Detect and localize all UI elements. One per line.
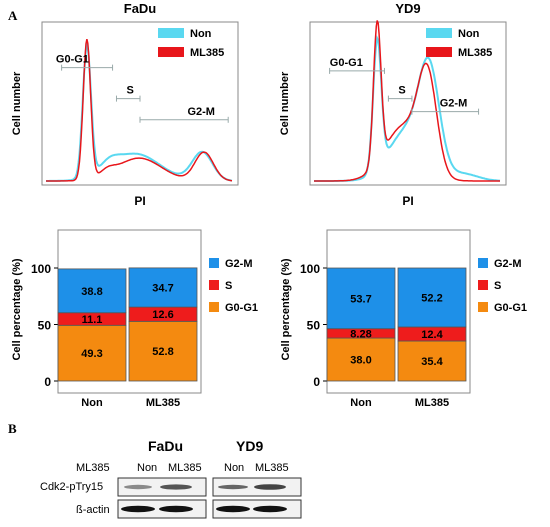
blot-lane-label: ML385 — [168, 462, 202, 474]
legend-swatch-ml385 — [158, 47, 184, 57]
gate-label: G0-G1 — [330, 57, 363, 69]
gate-label: S — [398, 85, 405, 97]
bar-data-label: 49.3 — [81, 348, 102, 360]
blot-band — [218, 484, 248, 490]
histogram-title: YD9 — [395, 1, 420, 16]
blot-band — [254, 484, 286, 490]
bar-data-label: 12.4 — [421, 329, 443, 341]
blot-band — [216, 505, 250, 513]
histogram-y-label: Cell number — [11, 71, 23, 135]
bar-segment-g2-m — [397, 267, 467, 328]
gate-label: G2-M — [440, 98, 468, 110]
bar-data-label: 8.28 — [350, 328, 371, 340]
bar-legend-swatch — [209, 302, 219, 312]
bar-segment-g0-g1 — [397, 340, 467, 382]
histogram-curve-ml385 — [46, 39, 233, 182]
gate-label: G2-M — [187, 106, 215, 118]
blot-band — [160, 484, 192, 490]
bar-data-label: 35.4 — [421, 356, 443, 368]
legend-label-non: Non — [190, 28, 212, 40]
histogram-curve-ml385 — [314, 20, 500, 182]
legend-swatch-non — [158, 28, 184, 38]
blot-band — [124, 484, 152, 490]
histogram-x-label: PI — [134, 194, 145, 208]
blot-lane-label: Non — [137, 462, 158, 474]
legend-swatch-ml385 — [426, 47, 452, 57]
blot-row-label: ß-actin — [76, 504, 110, 516]
bar-segment-g0-g1 — [128, 320, 198, 382]
gate-label: S — [126, 85, 133, 97]
legend-label-non: Non — [458, 28, 480, 40]
blot-lane-label: ML385 — [255, 462, 289, 474]
bar-data-label: 52.2 — [421, 292, 442, 304]
histogram-curve-non — [46, 41, 233, 182]
histogram-frame — [309, 21, 507, 186]
x-tick-label: ML385 — [415, 397, 449, 409]
bar-legend-swatch — [478, 280, 488, 290]
blot-title-fadu: FaDu — [148, 438, 183, 454]
bar-legend-swatch — [478, 302, 488, 312]
y-tick-label: 100 — [300, 262, 320, 276]
blot-treatment-label: ML385 — [76, 462, 110, 474]
y-axis-label: Cell percentage (%) — [11, 258, 23, 360]
y-tick-label: 50 — [38, 319, 52, 333]
y-tick-label: 0 — [44, 375, 51, 389]
bar-data-label: 53.7 — [350, 293, 371, 305]
bar-data-label: 52.8 — [152, 346, 173, 358]
bar-data-label: 38.0 — [350, 355, 371, 367]
bar-segment-g2-m — [57, 268, 127, 314]
bar-legend-swatch — [478, 258, 488, 268]
blot-title-yd9: YD9 — [236, 438, 264, 454]
bar-legend-label: G0-G1 — [494, 302, 527, 314]
panel-a-label: A — [8, 8, 18, 23]
histogram-frame — [41, 21, 239, 186]
y-tick-label: 100 — [31, 262, 51, 276]
bar-data-label: 34.7 — [152, 282, 173, 294]
blot-row-label: Cdk2-pTry15 — [40, 481, 104, 493]
bar-segment-g2-m — [326, 267, 396, 330]
blot-band — [253, 505, 287, 513]
y-axis-label: Cell percentage (%) — [280, 258, 292, 360]
histogram-title: FaDu — [124, 1, 157, 16]
legend-label-ml385: ML385 — [458, 47, 492, 59]
bar-legend-label: G2-M — [225, 258, 253, 270]
bar-segment-g2-m — [128, 267, 198, 308]
bar-legend-swatch — [209, 258, 219, 268]
blot-lane-label: Non — [224, 462, 245, 474]
y-tick-label: 50 — [307, 319, 321, 333]
bar-data-label: 12.6 — [152, 309, 173, 321]
x-tick-label: Non — [350, 397, 372, 409]
bar-legend-label: G0-G1 — [225, 302, 258, 314]
bar-legend-label: G2-M — [494, 258, 522, 270]
y-tick-label: 0 — [313, 375, 320, 389]
bar-data-label: 11.1 — [82, 314, 103, 326]
x-tick-label: ML385 — [146, 397, 180, 409]
legend-label-ml385: ML385 — [190, 47, 224, 59]
legend-swatch-non — [426, 28, 452, 38]
bar-segment-g0-g1 — [57, 324, 127, 382]
bar-legend-label: S — [225, 280, 232, 292]
panel-b-label: B — [8, 421, 17, 436]
bar-legend-label: S — [494, 280, 501, 292]
bar-legend-swatch — [209, 280, 219, 290]
gate-label: G0-G1 — [56, 54, 89, 66]
histogram-x-label: PI — [402, 194, 413, 208]
blot-band — [121, 505, 155, 513]
histogram-y-label: Cell number — [279, 71, 291, 135]
x-tick-label: Non — [81, 397, 103, 409]
blot-band — [159, 505, 193, 513]
bar-data-label: 38.8 — [81, 286, 102, 298]
